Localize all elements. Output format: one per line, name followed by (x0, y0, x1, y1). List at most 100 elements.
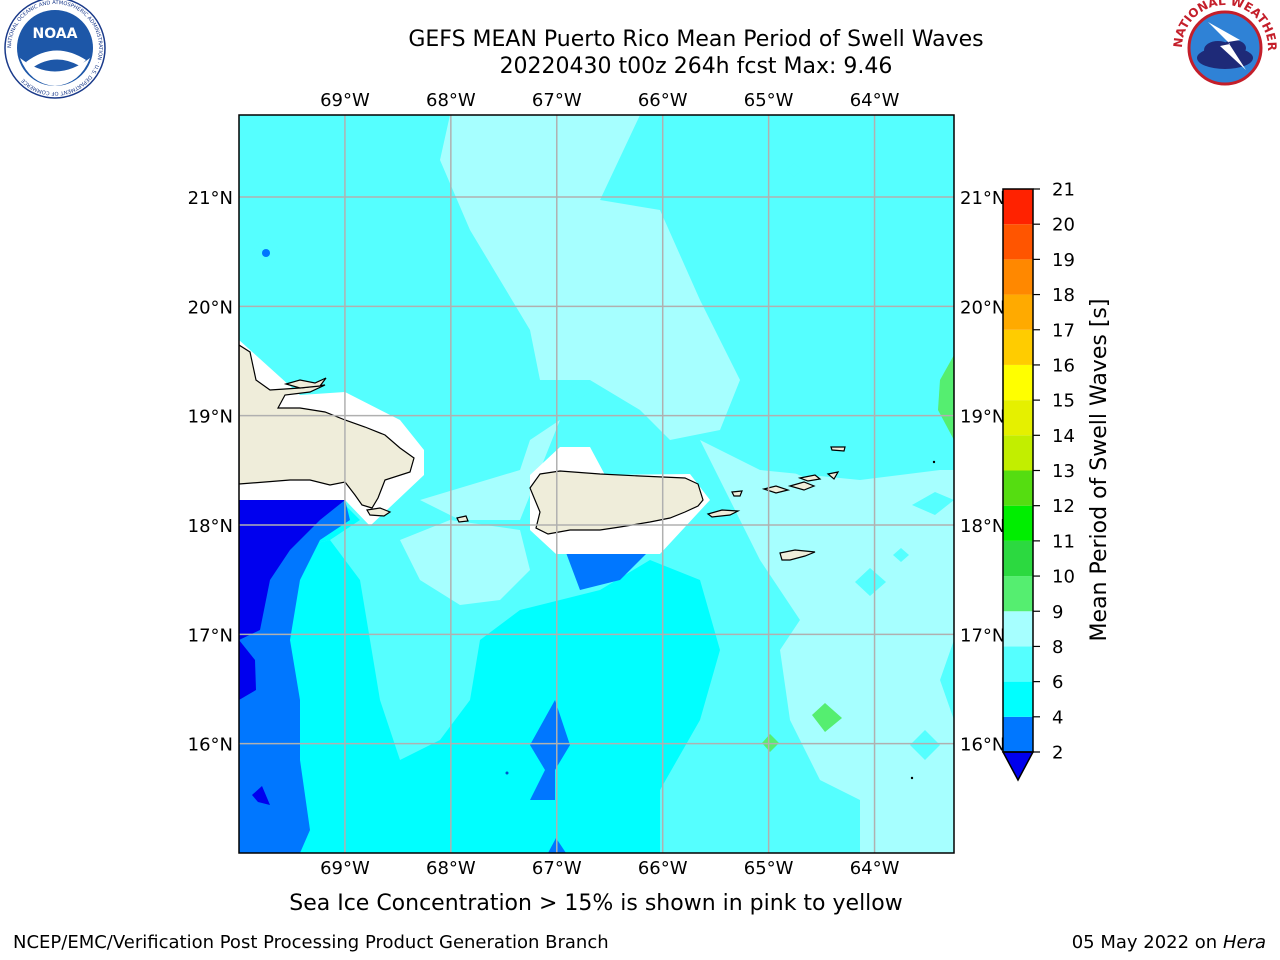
field-6-8s-patch-c (565, 382, 595, 398)
lon-label-bottom-3: 66°W (638, 858, 688, 879)
colorbar-bin-6-8 (1003, 646, 1033, 682)
land-saona (366, 507, 392, 517)
colorbar-tick-label-4: 9 (1052, 602, 1063, 623)
colorbar-tick-label-14: 19 (1052, 250, 1075, 271)
field-under-2s-spot (252, 786, 270, 805)
lon-label-top-4: 65°W (744, 90, 794, 111)
colorbar-bin-2-4 (1003, 716, 1033, 752)
field-6-8s-patch-e3 (912, 492, 954, 515)
colorbar-bin-10-11 (1003, 540, 1033, 577)
land-puerto-rico (529, 470, 704, 535)
footer-branch: NCEP/EMC/Verification Post Processing Pr… (13, 932, 609, 953)
footer-date-text: 05 May 2022 on (1071, 932, 1218, 953)
colorbar-tick-label-1: 4 (1052, 707, 1063, 728)
field-9-10s-east (938, 355, 954, 440)
colorbar-tick-label-9: 14 (1052, 426, 1075, 447)
footer-date: 05 May 2022 on Hera (1072, 932, 1266, 953)
land-culebra (731, 490, 743, 497)
field-9-10s-south (812, 703, 842, 732)
map-plot-area (239, 115, 954, 853)
caption: Sea Ice Concentration > 15% is shown in … (289, 891, 903, 916)
footer-system: Hera (1222, 932, 1266, 953)
field-4-6s-south (239, 540, 720, 853)
field-6-8s-patch-e2 (910, 730, 940, 760)
nws-logo: NATIONAL WEATHER SERVICE (1165, 0, 1279, 97)
land-st-john (787, 481, 816, 491)
land-tortuga (283, 377, 327, 389)
colorbar-bin-4-6 (1003, 681, 1033, 717)
colorbar-bin-15-16 (1003, 364, 1033, 401)
lat-label-left-2: 19°N (188, 407, 233, 428)
land-tortola (797, 474, 822, 482)
colorbar-tick-label-7: 12 (1052, 496, 1075, 517)
lat-labels-right: 21°N 20°N 19°N 18°N 17°N 16°N (960, 188, 1005, 756)
colorbar-under-arrow (1001, 751, 1035, 782)
lon-label-bottom-0: 69°W (320, 858, 370, 879)
lon-label-top-3: 66°W (638, 90, 688, 111)
land-mona-island (456, 515, 469, 523)
field-6-8s-patch-e4 (893, 548, 909, 562)
colorbar-bin-9-10 (1003, 576, 1033, 612)
lat-label-left-1: 20°N (188, 297, 233, 318)
colorbar-tick-label-10: 15 (1052, 391, 1075, 412)
map-gridlines (239, 115, 954, 853)
field-6-8s-patch-vi (788, 464, 830, 480)
colorbar-bin-17-18 (1003, 294, 1033, 330)
lon-label-bottom-2: 67°W (532, 858, 582, 879)
colorbar-tick-label-3: 8 (1052, 637, 1063, 658)
land-islet-south (910, 776, 914, 780)
lat-label-right-5: 16°N (960, 735, 1005, 756)
colorbar-tick-label-8: 13 (1052, 461, 1075, 482)
colorbar-bin-16-17 (1003, 329, 1033, 365)
colorbar-bin-12-13 (1003, 470, 1033, 506)
land-st-thomas (761, 485, 791, 494)
map-frame (238, 114, 955, 854)
lon-label-bottom-4: 65°W (744, 858, 794, 879)
colorbar-tick-label-0: 2 (1052, 743, 1063, 764)
lon-labels-top: 69°W 68°W 67°W 66°W 65°W 64°W (320, 90, 900, 111)
colorbar-bin-19-20 (1003, 224, 1033, 260)
colorbar-tick-label-15: 20 (1052, 215, 1075, 236)
colorbar-label: Mean Period of Swell Waves [s] (1087, 299, 1112, 642)
lat-label-left-0: 21°N (188, 188, 233, 209)
land-st-croix (779, 549, 816, 561)
lat-labels-left: 21°N 20°N 19°N 18°N 17°N 16°N (188, 188, 233, 756)
colorbar-bin-13-14 (1003, 435, 1033, 471)
field-under-2s (239, 500, 345, 640)
colorbar: 2 4 6 8 9 10 11 12 13 14 15 16 17 18 19 20 21 (1001, 180, 1075, 782)
colorbar-tick-label-6: 11 (1052, 531, 1075, 552)
field-2-4s-nw-spot (262, 249, 270, 257)
field-8-9s-southeast (700, 440, 954, 853)
field-6-8s-patch-ne2 (786, 163, 802, 177)
colorbar-tick-label-11: 16 (1052, 355, 1075, 376)
lon-label-bottom-5: 64°W (850, 858, 900, 879)
colorbar-tick-label-5: 10 (1052, 567, 1075, 588)
lon-label-top-0: 69°W (320, 90, 370, 111)
land-virgin-gorda (826, 471, 840, 480)
colorbar-bin-18-19 (1003, 259, 1033, 295)
land-anegada (830, 446, 846, 452)
field-6-8s-patch-ne1 (812, 134, 832, 150)
lon-label-top-2: 67°W (532, 90, 582, 111)
map-subtitle: 20220430 t00z 264h fcst Max: 9.46 (499, 54, 893, 79)
field-6-8s-patch-e1 (855, 568, 886, 596)
field-8-9s-central (400, 520, 530, 605)
field-6-8s-patch-s (728, 684, 744, 696)
lat-label-right-4: 17°N (960, 625, 1005, 646)
field-2-4s-pr-south (565, 550, 650, 590)
lon-label-bottom-1: 68°W (426, 858, 476, 879)
land-vieques (706, 509, 741, 518)
colorbar-tick-label-2: 6 (1052, 672, 1063, 693)
lat-label-left-3: 18°N (188, 516, 233, 537)
lat-label-right-1: 20°N (960, 297, 1005, 318)
noaa-logo-label: NOAA (33, 26, 78, 42)
map-title: GEFS MEAN Puerto Rico Mean Period of Swe… (408, 27, 984, 52)
noaa-logo: NOAA NATIONAL OCEANIC AND ATMOSPHERIC AD… (4, 0, 106, 99)
colorbar-tick-label-13: 18 (1052, 285, 1075, 306)
lat-label-left-4: 17°N (188, 625, 233, 646)
lat-label-left-5: 16°N (188, 735, 233, 756)
field-spot-south (505, 771, 509, 775)
field-2-4s-mona (530, 700, 570, 800)
field-under-2s-lower (239, 640, 256, 700)
